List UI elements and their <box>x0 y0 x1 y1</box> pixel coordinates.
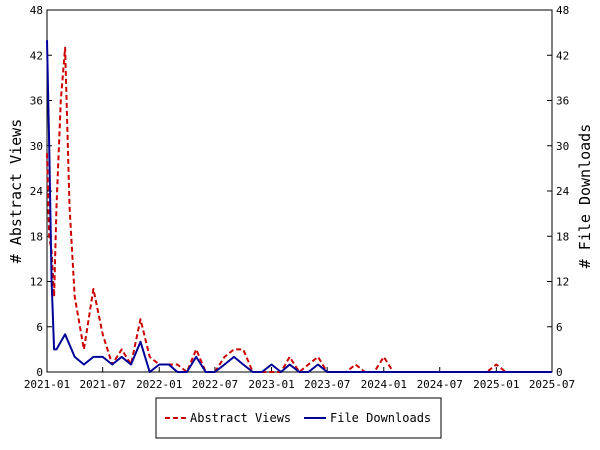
right-y-tick-label: 12 <box>556 276 569 289</box>
x-tick-label: 2022-07 <box>192 378 238 391</box>
left-y-tick-label: 12 <box>30 276 43 289</box>
x-tick-label: 2024-01 <box>361 378 407 391</box>
right-y-tick-label: 24 <box>556 185 570 198</box>
x-tick-label: 2022-01 <box>136 378 182 391</box>
right-y-tick-label: 18 <box>556 230 569 243</box>
right-y-tick-label: 0 <box>556 366 563 379</box>
x-tick-label: 2023-01 <box>248 378 294 391</box>
x-tick-label: 2025-07 <box>529 378 575 391</box>
x-tick-label: 2021-01 <box>24 378 70 391</box>
left-y-tick-label: 48 <box>30 4 43 17</box>
left-y-tick-label: 30 <box>30 140 43 153</box>
x-tick-label: 2021-07 <box>79 378 125 391</box>
series-line-file-downloads <box>46 40 552 373</box>
left-y-tick-label: 18 <box>30 230 43 243</box>
legend-label-abstract-views: Abstract Views <box>190 411 291 425</box>
right-y-tick-label: 36 <box>556 95 569 108</box>
left-y-axis: 0 6 12 18 24 30 36 42 48 <box>30 4 52 379</box>
plot-area <box>46 9 553 373</box>
x-tick-label: 2023-07 <box>304 378 350 391</box>
legend-label-file-downloads: File Downloads <box>330 411 431 425</box>
x-tick-label: 2025-01 <box>473 378 519 391</box>
right-axis-title: # File Downloads <box>576 124 594 269</box>
x-axis: 2021-01 2021-07 2022-01 2022-07 2023-01 2023-… <box>24 367 575 391</box>
right-y-tick-label: 30 <box>556 140 569 153</box>
left-axis-title: # Abstract Views <box>7 119 25 264</box>
right-y-tick-label: 42 <box>556 49 569 62</box>
left-y-tick-label: 0 <box>36 366 43 379</box>
right-y-tick-label: 6 <box>556 321 563 334</box>
x-tick-label: 2024-07 <box>417 378 463 391</box>
left-y-tick-label: 6 <box>36 321 43 334</box>
left-y-tick-label: 36 <box>30 95 43 108</box>
right-y-tick-label: 48 <box>556 4 569 17</box>
legend: Abstract Views File Downloads <box>155 397 442 439</box>
left-y-tick-label: 24 <box>30 185 44 198</box>
left-y-tick-label: 42 <box>30 49 43 62</box>
right-y-axis: 0 6 12 18 24 30 36 42 48 <box>547 4 570 379</box>
series-layer <box>46 40 552 373</box>
legend-box <box>155 397 442 439</box>
